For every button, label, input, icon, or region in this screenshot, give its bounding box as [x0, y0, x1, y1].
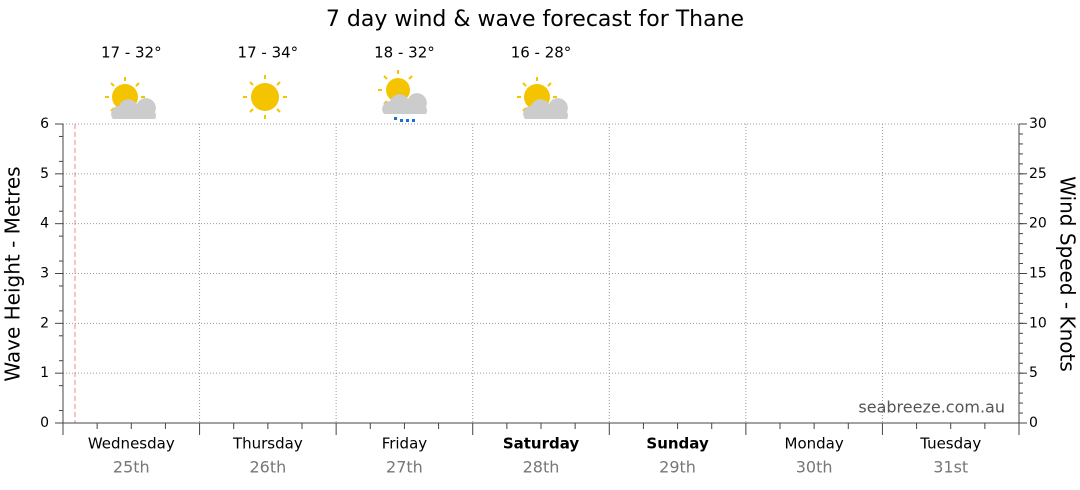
x-date-label: 31st — [933, 458, 968, 477]
x-tick-label: Wednesday — [88, 435, 175, 453]
x-tick-label: Monday — [785, 435, 844, 453]
y-tick-label: 4 — [40, 216, 49, 232]
x-tick-label: Friday — [382, 435, 428, 453]
y2-tick-label: 15 — [1029, 266, 1047, 282]
y-tick-label: 1 — [40, 365, 49, 381]
y-tick-label: 5 — [40, 166, 49, 182]
y2-tick-label: 5 — [1029, 365, 1038, 381]
temperature-label: 18 - 32° — [374, 44, 435, 62]
watermark: seabreeze.com.au — [858, 398, 1005, 417]
x-tick-label: Sunday — [646, 435, 709, 453]
x-date-label: 25th — [113, 458, 150, 477]
y-axis-label: Wave Height - Metres — [1, 166, 25, 381]
temperature-label: 17 - 34° — [238, 44, 299, 62]
y2-tick-label: 20 — [1029, 216, 1047, 232]
temperature-label: 17 - 32° — [101, 44, 162, 62]
x-date-label: 26th — [249, 458, 286, 477]
sun-cloud-icon — [105, 77, 156, 119]
weather-icons — [105, 70, 568, 122]
x-date-label: 30th — [796, 458, 833, 477]
x-date-label: 29th — [659, 458, 696, 477]
x-date-label: 28th — [523, 458, 560, 477]
sun-rain-icon — [378, 70, 427, 122]
y-tick-label: 6 — [40, 116, 49, 132]
y2-tick-label: 25 — [1029, 166, 1047, 182]
y-tick-label: 0 — [40, 415, 49, 431]
sun-cloud-icon — [517, 77, 568, 119]
x-tick-label: Saturday — [503, 435, 580, 453]
sun-icon — [243, 75, 287, 119]
x-tick-label: Tuesday — [919, 435, 981, 453]
temperature-label: 16 - 28° — [511, 44, 572, 62]
y2-tick-label: 0 — [1029, 415, 1038, 431]
y-tick-label: 3 — [40, 266, 49, 282]
y-tick-label: 2 — [40, 315, 49, 331]
x-date-label: 27th — [386, 458, 423, 477]
y2-tick-label: 10 — [1029, 315, 1047, 331]
y2-tick-label: 30 — [1029, 116, 1047, 132]
x-tick-label: Thursday — [232, 435, 303, 453]
y2-axis-label: Wind Speed - Knots — [1056, 176, 1080, 372]
chart-title: 7 day wind & wave forecast for Thane — [326, 7, 744, 32]
